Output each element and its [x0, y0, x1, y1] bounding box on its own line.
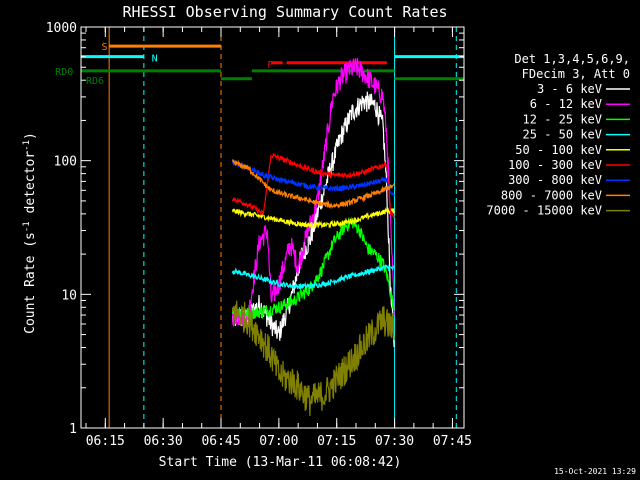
series-line-4: [232, 206, 395, 230]
legend-label-1: 6 - 12 keV: [530, 97, 602, 111]
x-tick-label: 06:15: [86, 434, 125, 449]
flag-label-rd6: RD6: [86, 76, 104, 87]
legend-label-7: 800 - 7000 keV: [501, 188, 602, 202]
x-axis-label: Start Time (13-Mar-11 06:08:42): [159, 455, 402, 470]
x-tick-label: 07:15: [317, 434, 356, 449]
flag-label-rd0: RD0: [55, 67, 73, 78]
y-tick-label: 10: [61, 288, 77, 303]
legend-header-2: FDecim 3, Att 0: [522, 67, 630, 81]
legend-header-1: Det 1,3,4,5,6,9,: [514, 52, 630, 66]
x-tick-label: 06:45: [201, 434, 240, 449]
plot-frame: [80, 26, 465, 429]
series-line-5: [232, 152, 395, 219]
series-line-6: [232, 159, 395, 197]
legend-label-0: 3 - 6 keV: [537, 82, 602, 96]
legend: Det 1,3,4,5,6,9, FDecim 3, Att 0 3 - 6 k…: [486, 52, 630, 218]
legend-label-4: 50 - 100 keV: [515, 143, 602, 157]
y-tick-label: 1000: [46, 21, 77, 36]
x-tick-label: 07:45: [433, 434, 472, 449]
legend-label-3: 25 - 50 keV: [523, 128, 602, 142]
x-tick-label: 06:30: [144, 434, 183, 449]
series-line-8: [232, 300, 395, 417]
y-tick-label: 100: [54, 155, 77, 170]
legend-label-6: 300 - 800 keV: [508, 173, 602, 187]
axes: 1 10 100 1000 06:15 06:30 06:45 07:00 07:15 07:30…: [46, 21, 472, 449]
flag-label-f: F: [267, 60, 273, 71]
y-tick-label: 1: [69, 422, 77, 437]
series-line-1: [232, 57, 395, 328]
x-tick-label: 07:30: [375, 434, 414, 449]
legend-label-8: 7000 - 15000 keV: [486, 204, 602, 218]
y-axis-label: Count Rate (s-1 detector-1): [22, 132, 38, 334]
legend-label-5: 100 - 300 keV: [508, 158, 602, 172]
timestamp: 15-Oct-2021 13:29: [554, 467, 636, 476]
x-tick-label: 07:00: [259, 434, 298, 449]
flag-label-s: S: [101, 42, 107, 53]
series-line-3: [232, 263, 395, 291]
series-line-0: [232, 91, 395, 348]
series-line-7: [232, 159, 395, 210]
flag-label-n: N: [152, 54, 158, 65]
chart-title: RHESSI Observing Summary Count Rates: [122, 3, 447, 21]
legend-label-2: 12 - 25 keV: [523, 112, 602, 126]
